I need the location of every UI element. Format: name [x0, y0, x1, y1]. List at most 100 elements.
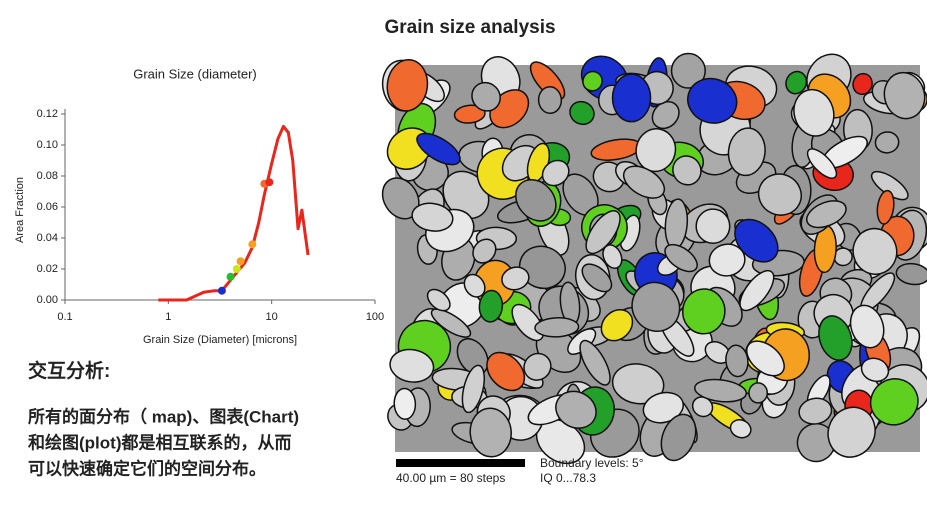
highlight-point	[217, 286, 226, 295]
grain	[805, 200, 847, 229]
grain	[725, 344, 749, 378]
x-tick-label: 10	[266, 311, 278, 323]
grain	[849, 304, 885, 349]
grain	[515, 178, 557, 222]
grain	[611, 73, 652, 123]
grain-map	[381, 52, 927, 465]
grain	[393, 387, 417, 420]
notes-heading: 交互分析:	[28, 359, 110, 382]
grain	[670, 52, 706, 89]
grain	[693, 378, 748, 403]
grain	[660, 413, 697, 462]
grain	[672, 155, 702, 186]
grain	[869, 378, 919, 426]
highlight-point	[236, 257, 245, 266]
grain	[534, 317, 580, 338]
grain	[883, 71, 926, 120]
grain	[818, 315, 853, 361]
grain	[748, 382, 769, 404]
grain	[695, 208, 731, 245]
grain	[895, 262, 927, 286]
grain	[463, 273, 486, 298]
iq-label: IQ 0...78.3	[540, 471, 596, 485]
grain	[541, 159, 570, 187]
notes-line: 可以快速确定它们的空间分布。	[28, 458, 266, 478]
grain	[746, 340, 785, 377]
grain	[453, 104, 486, 124]
grain	[739, 269, 775, 312]
grain	[708, 243, 746, 277]
scale-bar	[396, 459, 525, 467]
grain	[582, 70, 603, 92]
highlight-point	[248, 240, 257, 249]
series-line	[158, 124, 310, 302]
grain	[631, 281, 681, 332]
grain	[585, 210, 621, 255]
highlight-point	[265, 178, 274, 187]
grain	[687, 77, 738, 124]
grain	[478, 289, 504, 323]
grain	[806, 148, 838, 179]
scale-bar-label: 40.00 µm = 80 steps	[396, 471, 505, 485]
y-tick-label: 0.04	[37, 232, 58, 244]
grain	[785, 70, 808, 95]
notes-line: 所有的面分布（ map)、图表(Chart)	[28, 406, 299, 426]
grain	[411, 202, 454, 232]
grain	[386, 59, 429, 112]
grain	[569, 100, 595, 126]
grain	[876, 189, 895, 225]
grain	[518, 245, 566, 290]
grain	[469, 407, 512, 458]
y-tick-label: 0.10	[37, 139, 58, 151]
boundary-label: Boundary levels: 5°	[540, 456, 644, 470]
x-tick-label: 1	[165, 311, 171, 323]
y-tick-label: 0.06	[37, 201, 58, 213]
x-tick-label: 100	[366, 311, 384, 323]
chart-title: Grain Size (diameter)	[133, 66, 257, 81]
grain	[611, 363, 665, 405]
y-axis-label: Area Fraction	[14, 177, 26, 243]
grain	[852, 72, 873, 96]
y-tick-label: 0.12	[37, 108, 58, 120]
grain	[472, 238, 497, 264]
y-tick-label: 0.08	[37, 170, 58, 182]
grain	[430, 308, 472, 338]
grain	[798, 397, 833, 425]
grain	[734, 218, 779, 263]
y-tick-label: 0.02	[37, 263, 58, 275]
grain	[389, 348, 435, 383]
grain	[622, 165, 666, 199]
x-axis-label: Grain Size (Diameter) [microns]	[143, 334, 297, 346]
grain	[486, 351, 526, 392]
grain	[579, 339, 611, 386]
grain	[757, 173, 803, 216]
grain	[555, 390, 597, 429]
grain	[501, 266, 530, 291]
x-tick-label: 0.1	[57, 311, 72, 323]
grain	[426, 288, 451, 312]
grain	[827, 406, 876, 458]
grain	[471, 81, 501, 112]
grain	[651, 100, 680, 130]
grain	[600, 308, 634, 342]
grain	[852, 227, 898, 275]
grain	[642, 391, 685, 424]
y-tick-label: 0.00	[37, 294, 58, 306]
highlight-point	[226, 272, 235, 281]
grain	[416, 132, 461, 166]
grain	[793, 88, 835, 137]
grain	[537, 86, 563, 114]
grain	[461, 364, 486, 414]
grain	[727, 127, 766, 177]
page-title: Grain size analysis	[384, 17, 555, 38]
highlight-point	[232, 265, 241, 273]
grain	[860, 357, 890, 383]
grain	[681, 288, 726, 335]
grain	[664, 243, 698, 273]
grain	[729, 419, 752, 439]
grain	[833, 247, 853, 267]
grain	[874, 131, 900, 154]
grain	[523, 352, 552, 381]
notes-line: 和绘图(plot)都是相互联系的，从而	[28, 432, 291, 452]
